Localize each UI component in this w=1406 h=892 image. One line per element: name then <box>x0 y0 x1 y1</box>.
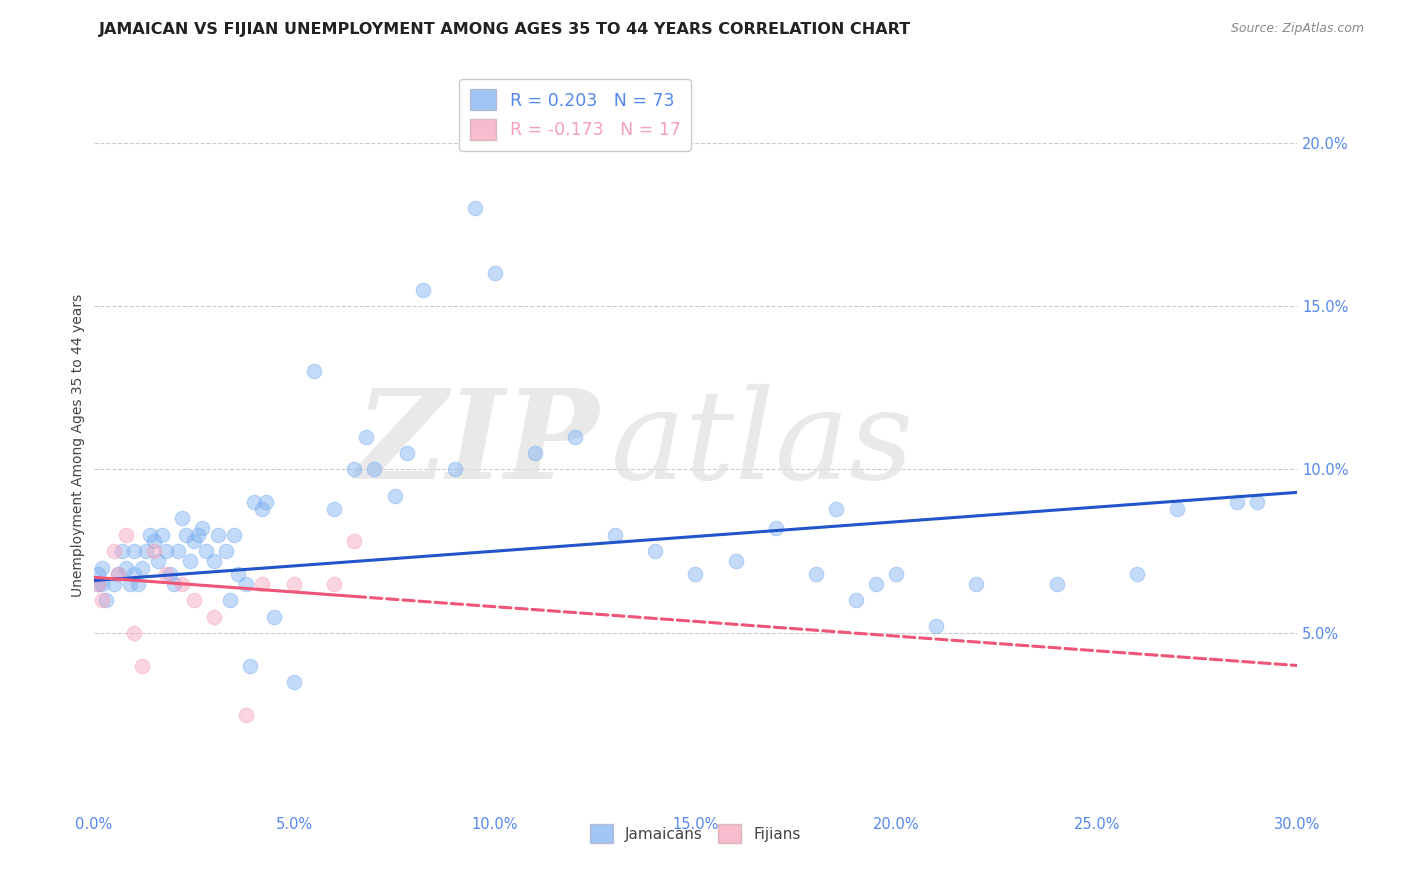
Point <box>131 560 153 574</box>
Point <box>107 567 129 582</box>
Point <box>239 658 262 673</box>
Point <box>605 528 627 542</box>
Point <box>965 577 987 591</box>
Point <box>484 267 506 281</box>
Point <box>1045 577 1067 591</box>
Point <box>174 528 197 542</box>
Point <box>202 609 225 624</box>
Point <box>685 567 707 582</box>
Point <box>443 462 465 476</box>
Point <box>343 534 366 549</box>
Point <box>139 528 162 542</box>
Point <box>884 567 907 582</box>
Point <box>356 430 378 444</box>
Point <box>122 567 145 582</box>
Point <box>1126 567 1149 582</box>
Point <box>90 560 112 574</box>
Point <box>86 577 108 591</box>
Point <box>243 495 266 509</box>
Point <box>187 528 209 542</box>
Point <box>412 283 434 297</box>
Legend: R = 0.203   N = 73, R = -0.173   N = 17: R = 0.203 N = 73, R = -0.173 N = 17 <box>460 78 690 151</box>
Point <box>207 528 229 542</box>
Point <box>131 658 153 673</box>
Point <box>155 567 177 582</box>
Point <box>644 544 666 558</box>
Point <box>90 593 112 607</box>
Y-axis label: Unemployment Among Ages 35 to 44 years: Unemployment Among Ages 35 to 44 years <box>72 293 86 597</box>
Point <box>226 567 249 582</box>
Point <box>122 544 145 558</box>
Point <box>90 577 112 591</box>
Point <box>114 560 136 574</box>
Point <box>94 593 117 607</box>
Point <box>765 521 787 535</box>
Point <box>250 501 273 516</box>
Text: atlas: atlas <box>612 384 914 506</box>
Point <box>363 462 385 476</box>
Point <box>127 577 149 591</box>
Point <box>183 593 205 607</box>
Point <box>395 446 418 460</box>
Point <box>283 674 305 689</box>
Point <box>155 544 177 558</box>
Point <box>111 544 134 558</box>
Point <box>107 567 129 582</box>
Point <box>222 528 245 542</box>
Text: ZIP: ZIP <box>356 384 599 506</box>
Point <box>103 544 125 558</box>
Point <box>170 577 193 591</box>
Point <box>103 577 125 591</box>
Point <box>323 501 346 516</box>
Point <box>183 534 205 549</box>
Point <box>464 201 486 215</box>
Point <box>150 528 173 542</box>
Point <box>523 446 546 460</box>
Point <box>146 554 169 568</box>
Point <box>283 577 305 591</box>
Point <box>235 577 257 591</box>
Point <box>166 544 188 558</box>
Text: JAMAICAN VS FIJIAN UNEMPLOYMENT AMONG AGES 35 TO 44 YEARS CORRELATION CHART: JAMAICAN VS FIJIAN UNEMPLOYMENT AMONG AG… <box>98 22 911 37</box>
Point <box>86 577 108 591</box>
Point <box>235 707 257 722</box>
Point <box>194 544 217 558</box>
Point <box>86 567 108 582</box>
Point <box>179 554 201 568</box>
Point <box>925 619 948 633</box>
Point <box>564 430 586 444</box>
Point <box>343 462 366 476</box>
Point <box>323 577 346 591</box>
Point <box>1226 495 1249 509</box>
Point <box>384 489 406 503</box>
Point <box>263 609 285 624</box>
Point <box>122 625 145 640</box>
Point <box>159 567 181 582</box>
Point <box>724 554 747 568</box>
Point <box>219 593 242 607</box>
Point <box>215 544 238 558</box>
Point <box>118 577 141 591</box>
Point <box>163 577 186 591</box>
Point <box>135 544 157 558</box>
Point <box>250 577 273 591</box>
Point <box>1166 501 1188 516</box>
Point <box>114 528 136 542</box>
Point <box>845 593 868 607</box>
Point <box>170 511 193 525</box>
Point <box>804 567 827 582</box>
Point <box>304 364 326 378</box>
Point <box>142 544 165 558</box>
Text: Source: ZipAtlas.com: Source: ZipAtlas.com <box>1230 22 1364 36</box>
Point <box>142 534 165 549</box>
Point <box>191 521 214 535</box>
Point <box>865 577 887 591</box>
Point <box>825 501 848 516</box>
Point <box>254 495 277 509</box>
Point <box>1246 495 1268 509</box>
Point <box>202 554 225 568</box>
